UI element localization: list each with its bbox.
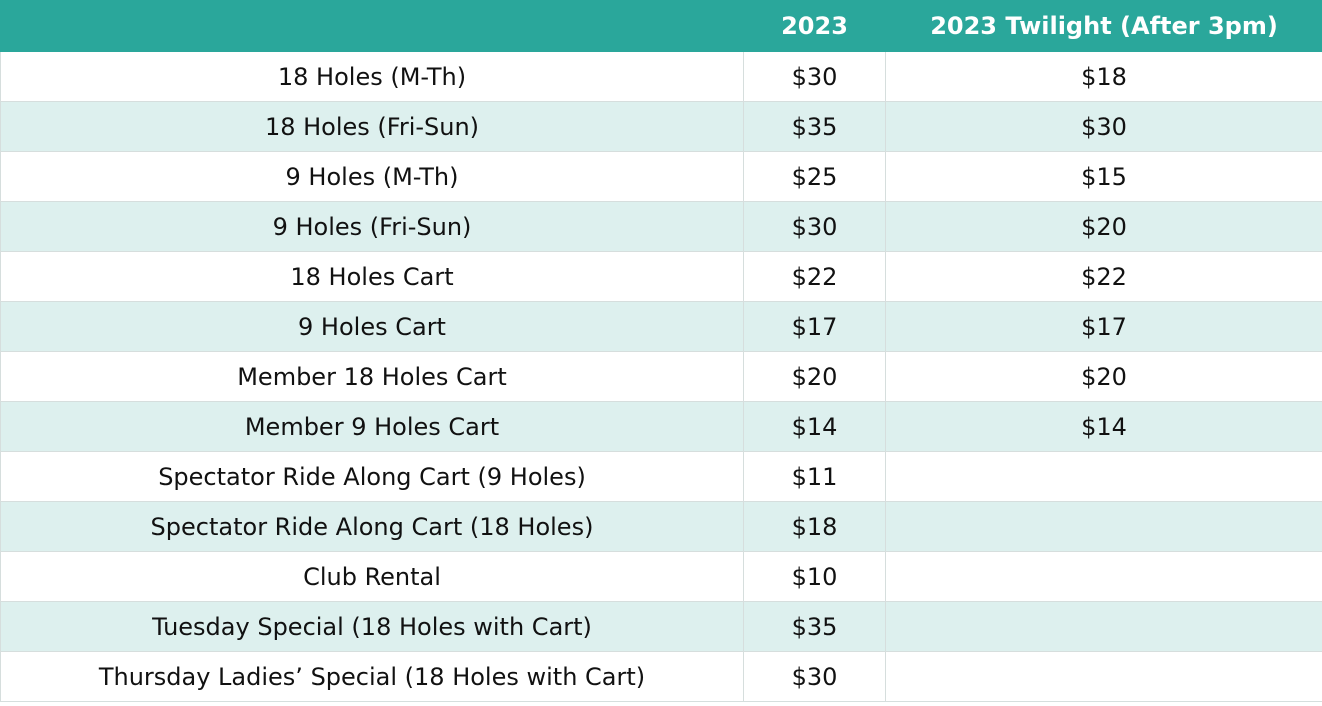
item-cell: Spectator Ride Along Cart (18 Holes) bbox=[0, 501, 744, 552]
item-cell: Member 9 Holes Cart bbox=[0, 401, 744, 452]
price-cell: $20 bbox=[885, 201, 1322, 252]
price-cell: $30 bbox=[743, 51, 886, 102]
price-cell: $25 bbox=[743, 151, 886, 202]
item-cell: Club Rental bbox=[0, 551, 744, 602]
item-cell: 18 Holes (Fri-Sun) bbox=[0, 101, 744, 152]
price-cell: $14 bbox=[885, 401, 1322, 452]
price-cell: $35 bbox=[743, 601, 886, 652]
table-row: Member 9 Holes Cart $14 $14 bbox=[0, 401, 1322, 452]
price-cell: $11 bbox=[743, 451, 886, 502]
table-row: Club Rental $10 bbox=[0, 551, 1322, 602]
item-cell: Tuesday Special (18 Holes with Cart) bbox=[0, 601, 744, 652]
header-cell: 2023 Twilight (After 3pm) bbox=[885, 0, 1322, 52]
price-cell bbox=[885, 551, 1322, 602]
price-cell: $18 bbox=[743, 501, 886, 552]
price-cell: $35 bbox=[743, 101, 886, 152]
table-row: 9 Holes (M-Th) $25 $15 bbox=[0, 151, 1322, 202]
price-cell: $14 bbox=[743, 401, 886, 452]
price-cell: $15 bbox=[885, 151, 1322, 202]
price-cell: $17 bbox=[885, 301, 1322, 352]
table-row: 18 Holes (M-Th) $30 $18 bbox=[0, 51, 1322, 102]
price-cell: $30 bbox=[743, 651, 886, 702]
price-cell bbox=[885, 601, 1322, 652]
table-row: 18 Holes (Fri-Sun) $35 $30 bbox=[0, 101, 1322, 152]
price-cell: $22 bbox=[743, 251, 886, 302]
table-row: Spectator Ride Along Cart (18 Holes) $18 bbox=[0, 501, 1322, 552]
item-cell: Thursday Ladies’ Special (18 Holes with … bbox=[0, 651, 744, 702]
price-cell: $10 bbox=[743, 551, 886, 602]
header-cell bbox=[0, 0, 744, 52]
price-cell: $30 bbox=[885, 101, 1322, 152]
table-row: Tuesday Special (18 Holes with Cart) $35 bbox=[0, 601, 1322, 652]
table-row: 18 Holes Cart $22 $22 bbox=[0, 251, 1322, 302]
header-cell: 2023 bbox=[743, 0, 886, 52]
item-cell: Member 18 Holes Cart bbox=[0, 351, 744, 402]
item-cell: 18 Holes Cart bbox=[0, 251, 744, 302]
price-cell: $20 bbox=[885, 351, 1322, 402]
item-cell: 9 Holes Cart bbox=[0, 301, 744, 352]
table-header: 2023 2023 Twilight (After 3pm) bbox=[0, 0, 1322, 52]
price-cell: $17 bbox=[743, 301, 886, 352]
price-cell: $18 bbox=[885, 51, 1322, 102]
table-body: 18 Holes (M-Th) $30 $18 18 Holes (Fri-Sun) $… bbox=[0, 51, 1322, 702]
header-row: 2023 2023 Twilight (After 3pm) bbox=[0, 0, 1322, 52]
item-cell: 18 Holes (M-Th) bbox=[0, 51, 744, 102]
price-cell: $30 bbox=[743, 201, 886, 252]
price-cell bbox=[885, 651, 1322, 702]
table-row: Member 18 Holes Cart $20 $20 bbox=[0, 351, 1322, 402]
table-row: 9 Holes Cart $17 $17 bbox=[0, 301, 1322, 352]
item-cell: 9 Holes (Fri-Sun) bbox=[0, 201, 744, 252]
table-row: Spectator Ride Along Cart (9 Holes) $11 bbox=[0, 451, 1322, 502]
price-cell: $22 bbox=[885, 251, 1322, 302]
item-cell: Spectator Ride Along Cart (9 Holes) bbox=[0, 451, 744, 502]
table-row: 9 Holes (Fri-Sun) $30 $20 bbox=[0, 201, 1322, 252]
price-cell bbox=[885, 501, 1322, 552]
item-cell: 9 Holes (M-Th) bbox=[0, 151, 744, 202]
price-cell: $20 bbox=[743, 351, 886, 402]
price-cell bbox=[885, 451, 1322, 502]
table-row: Thursday Ladies’ Special (18 Holes with … bbox=[0, 651, 1322, 702]
